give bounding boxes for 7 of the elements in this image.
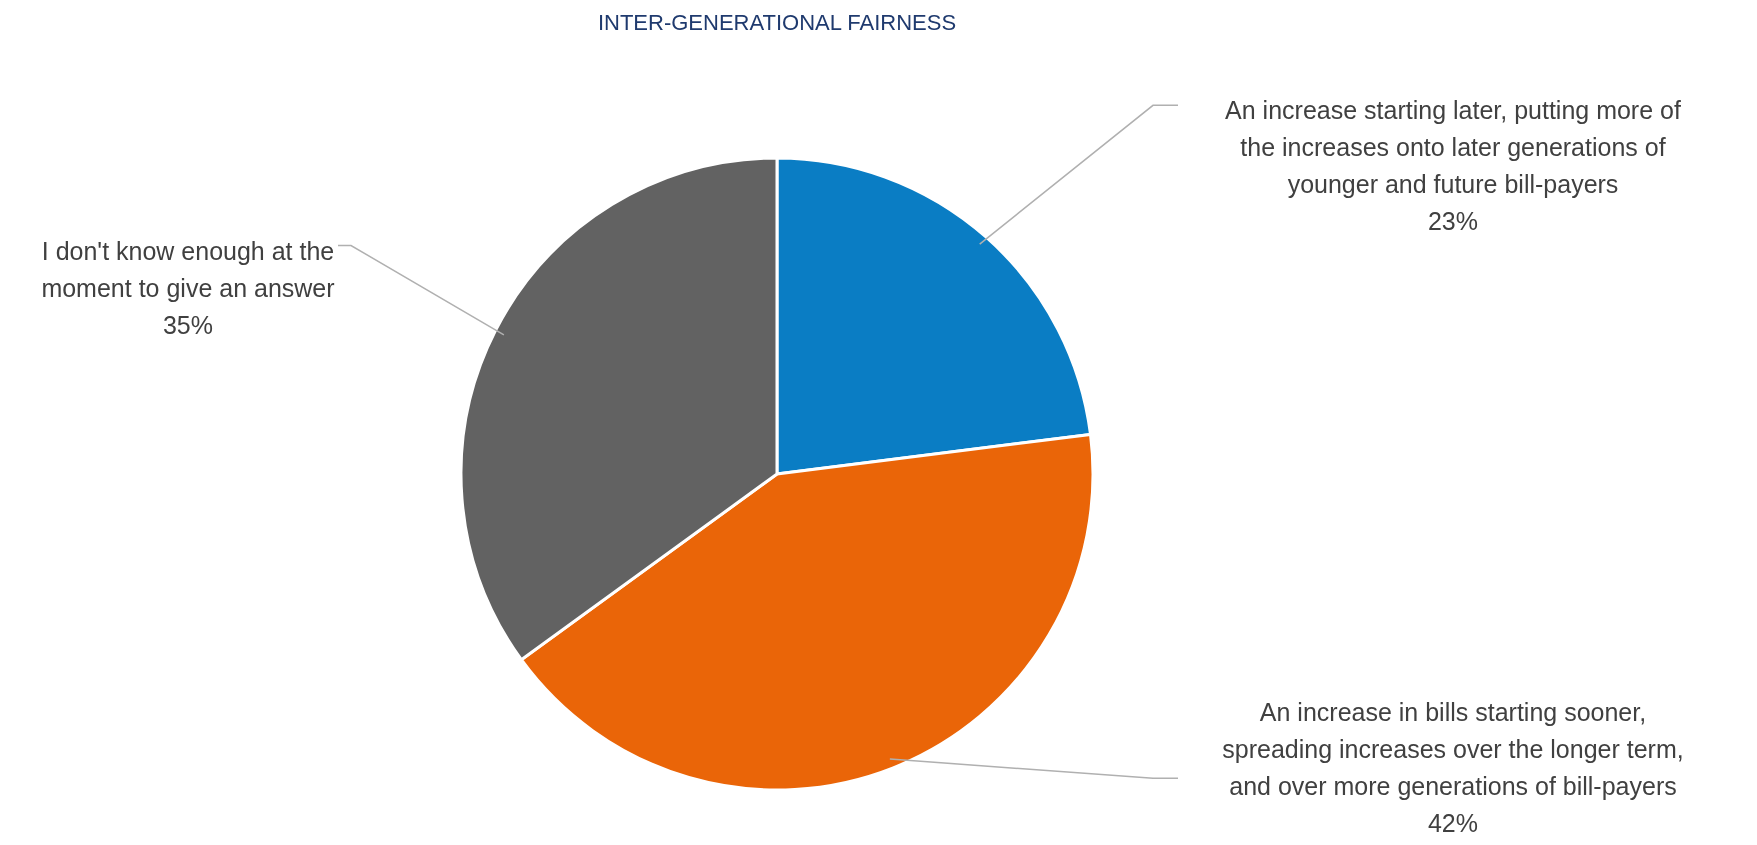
data-label: 23% — [1427, 207, 1479, 236]
data-label: 42% — [1427, 809, 1479, 838]
slice-label: I don't know enough at the moment to give an answer — [41, 236, 335, 302]
chart-title: INTER-GENERATIONAL FAIRNESS — [597, 10, 957, 35]
data-label: 35% — [162, 310, 214, 339]
slice-label: An increase in bills starting sooner, spreading increases over the longer term, and over more generations of bill-payers — [1222, 698, 1684, 801]
slice-label: An increase starting later, putting more of the increases onto later generations of younger and future bill-payers — [1225, 96, 1681, 199]
